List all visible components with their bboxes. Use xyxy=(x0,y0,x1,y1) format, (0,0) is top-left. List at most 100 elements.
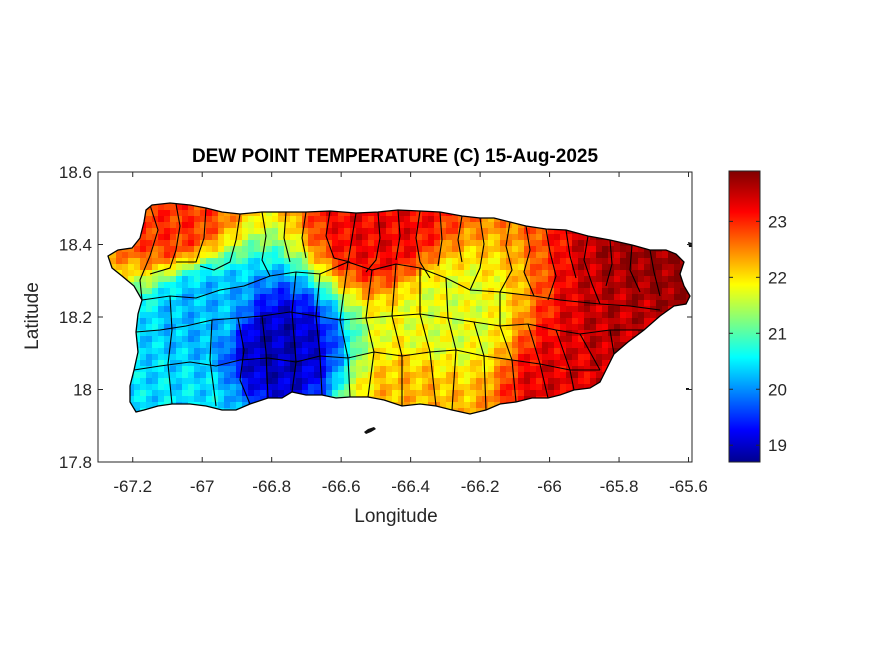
heat-cell xyxy=(152,378,159,385)
heat-cell xyxy=(602,246,609,253)
heat-cell xyxy=(464,336,471,343)
heat-cell xyxy=(338,246,345,253)
heat-cell xyxy=(590,360,597,367)
heat-cell xyxy=(290,312,297,319)
municipality-border xyxy=(437,211,443,267)
heat-cell xyxy=(404,210,411,217)
heat-cell xyxy=(356,336,363,343)
heat-cell xyxy=(512,252,519,259)
colorbar-gradient xyxy=(728,170,761,463)
heat-cell xyxy=(386,348,393,355)
heat-cell xyxy=(494,354,501,361)
heat-cell xyxy=(470,366,477,373)
heat-cell xyxy=(380,390,387,397)
heat-cell xyxy=(500,306,507,313)
heat-cell xyxy=(632,276,639,283)
heat-cell xyxy=(452,366,459,373)
heat-cell xyxy=(362,360,369,367)
heat-cell xyxy=(338,252,345,259)
heat-cell xyxy=(524,360,531,367)
heat-cell xyxy=(146,240,153,247)
heat-cell xyxy=(176,222,183,229)
heat-cell xyxy=(212,330,219,337)
heat-cell xyxy=(578,384,585,391)
heat-cell xyxy=(572,336,579,343)
heat-cell xyxy=(440,312,447,319)
heat-cell xyxy=(338,378,345,385)
heat-cell xyxy=(242,294,249,301)
heat-cell xyxy=(356,258,363,265)
heat-cell xyxy=(560,342,567,349)
heat-cell xyxy=(152,312,159,319)
municipality-border xyxy=(133,349,600,371)
heat-cell xyxy=(266,276,273,283)
heat-cell xyxy=(284,228,291,235)
heat-cell xyxy=(338,390,345,397)
heat-cell xyxy=(398,360,405,367)
heat-cell xyxy=(626,318,633,325)
heat-cell xyxy=(188,270,195,277)
heat-cell xyxy=(158,348,165,355)
heat-cell xyxy=(446,354,453,361)
heat-cell xyxy=(530,348,537,355)
heat-cell xyxy=(218,396,225,403)
heat-cell xyxy=(494,384,501,391)
municipality-border xyxy=(499,292,517,403)
heat-cell xyxy=(464,330,471,337)
heat-cell xyxy=(218,324,225,331)
heat-cell xyxy=(284,342,291,349)
heat-cell xyxy=(146,228,153,235)
municipality-border xyxy=(419,268,437,407)
heat-cell xyxy=(368,354,375,361)
heat-cell xyxy=(422,270,429,277)
heat-cell xyxy=(416,378,423,385)
heat-cell xyxy=(518,240,525,247)
heat-cell xyxy=(398,396,405,403)
heat-cell xyxy=(194,330,201,337)
heat-cell xyxy=(476,258,483,265)
heat-cell xyxy=(152,360,159,367)
heat-cell xyxy=(320,276,327,283)
heat-cell xyxy=(344,348,351,355)
heat-cell xyxy=(446,282,453,289)
heat-cell xyxy=(302,228,309,235)
heat-cell xyxy=(512,342,519,349)
heat-cell xyxy=(368,384,375,391)
heat-cell xyxy=(560,372,567,379)
heat-cell xyxy=(434,240,441,247)
heat-cell xyxy=(146,210,153,217)
heat-cell xyxy=(176,282,183,289)
heat-cell xyxy=(242,264,249,271)
heat-cell xyxy=(188,240,195,247)
heat-cell xyxy=(350,234,357,241)
x-tick-label: -66.6 xyxy=(322,477,361,496)
heat-cell xyxy=(440,228,447,235)
heat-cell xyxy=(476,396,483,403)
colorbar-tick-label: 22 xyxy=(768,268,787,287)
heat-cell xyxy=(266,264,273,271)
heat-cell xyxy=(674,288,681,295)
heat-cell xyxy=(500,378,507,385)
heat-cell xyxy=(134,282,141,289)
heat-cell xyxy=(212,282,219,289)
heat-cell xyxy=(164,354,171,361)
heat-cell xyxy=(458,294,465,301)
heat-cell xyxy=(602,324,609,331)
heat-cell xyxy=(662,294,669,301)
heat-cell xyxy=(236,282,243,289)
heat-cell xyxy=(380,258,387,265)
heat-cell xyxy=(308,240,315,247)
heat-cell xyxy=(242,240,249,247)
heat-cell xyxy=(404,384,411,391)
heat-cell xyxy=(458,300,465,307)
heat-cell xyxy=(266,354,273,361)
heat-cell xyxy=(218,288,225,295)
heat-cell xyxy=(176,270,183,277)
heat-cell xyxy=(362,234,369,241)
heat-cell xyxy=(548,240,555,247)
heat-cell xyxy=(362,372,369,379)
heat-cell xyxy=(506,330,513,337)
heat-cell xyxy=(188,312,195,319)
heat-cell xyxy=(170,318,177,325)
heat-cell xyxy=(518,366,525,373)
